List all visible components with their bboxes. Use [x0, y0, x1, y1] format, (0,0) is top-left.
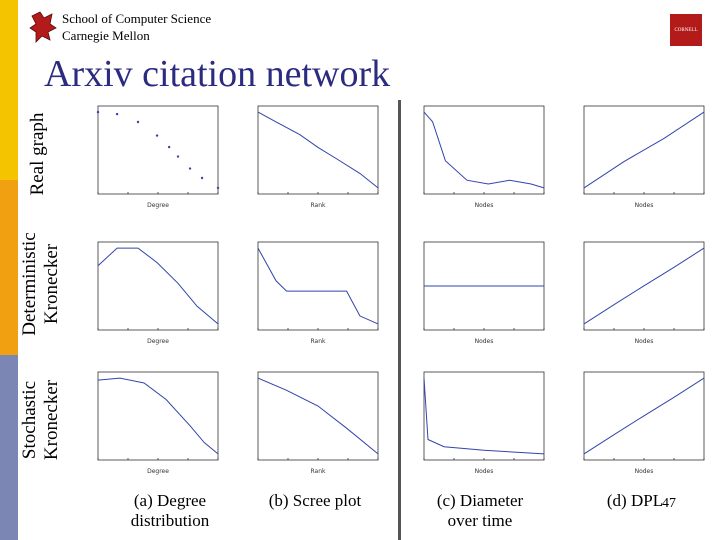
school-line1: School of Computer Science: [62, 11, 212, 26]
caption-dpl: (d) DPL: [595, 491, 675, 511]
row-label-stoch-line2: Kronecker: [41, 379, 62, 461]
plot-real-degree: Degree: [92, 102, 222, 215]
row-label-det-line2: Kronecker: [41, 243, 62, 325]
plot-stoch-diameter-svg: Nodes: [423, 371, 545, 475]
page-number: 47: [662, 496, 676, 511]
cornell-logo: CORNELL: [670, 14, 702, 46]
plot-stoch-scree: Rank: [252, 368, 382, 481]
cmu-griffin-logo: [29, 11, 57, 43]
plot-det-scree-xlabel: Rank: [311, 338, 327, 345]
plot-stoch-dpl-xlabel: Nodes: [635, 468, 654, 475]
plot-real-degree-frame: [97, 105, 219, 195]
plot-det-dpl-svg: Nodes: [583, 241, 705, 345]
caption-degree: (a) Degree distribution: [100, 491, 240, 531]
plot-real-degree-svg: Degree: [96, 105, 220, 209]
row-label-deterministic: Deterministic Kronecker: [19, 219, 63, 349]
plot-real-degree-xlabel: Degree: [147, 202, 169, 209]
plot-det-degree: Degree: [92, 238, 222, 351]
row-label-real-line1: Real graph: [27, 112, 48, 196]
plot-det-dpl-line: [583, 247, 705, 325]
plot-det-degree-line: [97, 247, 219, 325]
plot-det-dpl: Nodes: [578, 238, 708, 351]
plot-stoch-degree-line: [97, 377, 219, 455]
plot-det-degree-svg: Degree: [97, 241, 219, 345]
plot-stoch-scree-svg: Rank: [257, 371, 379, 475]
caption-scree: (b) Scree plot: [250, 491, 380, 511]
plot-real-scree-xlabel: Rank: [311, 202, 327, 209]
caption-diameter: (c) Diameter over time: [415, 491, 545, 531]
plot-stoch-scree-xlabel: Rank: [311, 468, 327, 475]
plot-stoch-degree-frame: [97, 371, 219, 461]
plot-real-degree-point: [136, 120, 140, 124]
plot-stoch-degree-xlabel: Degree: [147, 468, 169, 475]
plot-real-degree-point: [96, 110, 100, 114]
plot-stoch-scree-frame: [257, 371, 379, 461]
accent-bar-blue: [0, 355, 18, 540]
caption-diameter-line2: over time: [447, 511, 513, 530]
plot-stoch-dpl: Nodes: [578, 368, 708, 481]
plot-stoch-diameter: Nodes: [418, 368, 548, 481]
plot-det-scree-frame: [257, 241, 379, 331]
plot-real-scree-frame: [257, 105, 379, 195]
row-label-det-line1: Deterministic: [19, 232, 40, 336]
accent-bar-orange: [0, 180, 18, 355]
plot-real-dpl-svg: Nodes: [583, 105, 705, 209]
plot-stoch-diameter-frame: [423, 371, 545, 461]
accent-bar-yellow: [0, 0, 18, 180]
plot-stoch-diameter-line: [423, 378, 545, 455]
plot-det-degree-xlabel: Degree: [147, 338, 169, 345]
plot-real-degree-point: [216, 186, 220, 190]
plot-real-degree-point: [115, 112, 119, 116]
plot-stoch-diameter-xlabel: Nodes: [475, 468, 494, 475]
plot-det-scree: Rank: [252, 238, 382, 351]
plot-det-scree-line: [257, 247, 379, 325]
plot-real-scree-svg: Rank: [257, 105, 379, 209]
plot-det-diameter: Nodes: [418, 238, 548, 351]
plot-det-diameter-xlabel: Nodes: [475, 338, 494, 345]
plot-stoch-dpl-svg: Nodes: [583, 371, 705, 475]
caption-scree-line1: (b) Scree plot: [268, 491, 362, 510]
plot-stoch-scree-line: [257, 377, 379, 455]
column-divider: [398, 100, 401, 540]
plot-det-diameter-svg: Nodes: [423, 241, 545, 345]
cornell-logo-text: CORNELL: [674, 27, 698, 33]
plot-det-scree-svg: Rank: [257, 241, 379, 345]
caption-dpl-line1: (d) DPL: [606, 491, 664, 510]
caption-degree-line1: (a) Degree: [133, 491, 207, 510]
plot-real-degree-point: [176, 155, 180, 158]
plot-real-degree-point: [155, 134, 159, 137]
slide-title: Arxiv citation network: [44, 53, 391, 95]
plot-real-scree: Rank: [252, 102, 382, 215]
plot-stoch-degree: Degree: [92, 368, 222, 481]
row-label-stochastic: Stochastic Kronecker: [19, 355, 63, 485]
plot-real-dpl-xlabel: Nodes: [635, 202, 654, 209]
plot-det-degree-frame: [97, 241, 219, 331]
plot-real-degree-point: [188, 167, 192, 170]
plot-real-dpl-line: [583, 111, 705, 189]
plot-real-diameter: Nodes: [418, 102, 548, 215]
school-name: School of Computer Science Carnegie Mell…: [62, 10, 211, 44]
plot-real-diameter-xlabel: Nodes: [475, 202, 494, 209]
row-label-stoch-line1: Stochastic: [19, 380, 40, 460]
plot-real-degree-point: [200, 176, 204, 180]
plot-real-degree-point: [167, 145, 171, 149]
plot-real-diameter-svg: Nodes: [423, 105, 545, 209]
caption-diameter-line1: (c) Diameter: [436, 491, 524, 510]
caption-degree-line2: distribution: [130, 511, 210, 530]
plot-real-diameter-line: [423, 111, 545, 189]
plot-det-dpl-xlabel: Nodes: [635, 338, 654, 345]
plot-real-scree-line: [257, 111, 379, 189]
row-label-real: Real graph: [27, 89, 49, 219]
school-line2: Carnegie Mellon: [62, 28, 150, 43]
plot-stoch-degree-svg: Degree: [97, 371, 219, 475]
plot-stoch-dpl-line: [583, 377, 705, 455]
plot-real-dpl: Nodes: [578, 102, 708, 215]
